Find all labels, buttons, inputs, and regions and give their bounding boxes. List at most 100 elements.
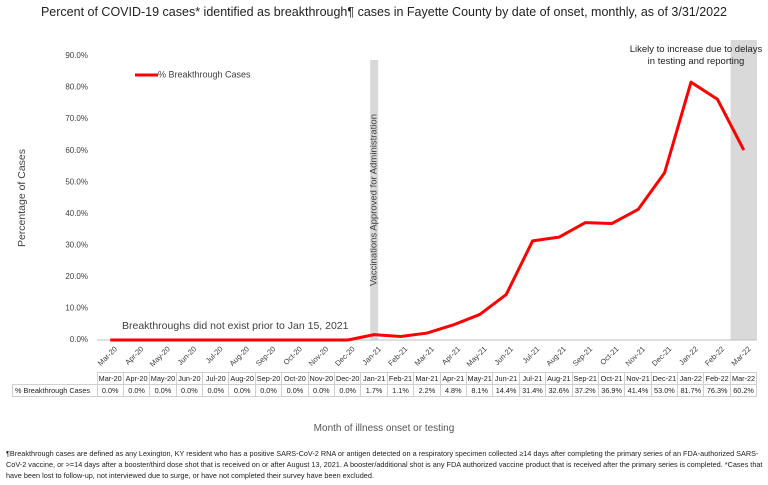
table-category: Jun-20: [175, 372, 204, 385]
table-value: 60.2%: [729, 384, 758, 397]
table-value: 0.0%: [122, 384, 151, 397]
table-category: Jul-20: [202, 372, 230, 385]
table-category: Jan-21: [360, 372, 388, 385]
table-value: 8.1%: [465, 384, 494, 397]
x-tick-label: Aug-20: [228, 344, 251, 367]
table-value: 0.0%: [202, 384, 230, 397]
x-tick-label: Jun-21: [492, 344, 515, 367]
table-category: Nov-21: [624, 372, 652, 385]
table-value: 14.4%: [492, 384, 520, 397]
x-tick-label: Oct-21: [598, 344, 620, 366]
table-value: 0.0%: [281, 384, 309, 397]
x-tick-label: Jan-21: [360, 344, 383, 367]
incomplete-band: [730, 40, 757, 340]
x-axis-label: Month of illness onset or testing: [313, 423, 455, 434]
annotation: Vaccinations Approved for Administration: [369, 114, 380, 286]
table-value: 53.0%: [650, 384, 679, 397]
table-category: Oct-20: [281, 372, 309, 385]
x-tick-label: May-21: [465, 344, 489, 368]
y-tick-label: 90.0%: [65, 51, 88, 60]
x-tick-label: Oct-20: [282, 344, 304, 366]
x-tick-label: May-20: [148, 344, 172, 368]
table-category: Feb-21: [386, 372, 415, 385]
table-category: Aug-21: [545, 372, 573, 385]
table-value: 0.0%: [307, 384, 336, 397]
x-tick-label: Feb-21: [386, 344, 409, 367]
table-value: 0.0%: [96, 384, 124, 397]
table-category: Jan-22: [677, 372, 705, 385]
data-table: Mar-20 Apr-20 May-20 Jun-20 Jul-20 Aug-20 Sep-…: [12, 372, 758, 397]
table-value: 0.0%: [149, 384, 177, 397]
x-tick-label: Mar-21: [413, 344, 436, 367]
table-category: May-20: [149, 372, 177, 385]
table-category: Jun-21: [492, 372, 520, 385]
table-category: Mar-22: [729, 372, 758, 385]
y-tick-label: 40.0%: [65, 209, 88, 218]
y-tick-label: 70.0%: [65, 114, 88, 123]
y-tick-label: 10.0%: [65, 304, 88, 313]
table-value: 1.1%: [386, 384, 415, 397]
table-category: Sep-21: [571, 372, 599, 385]
x-tick-label: Sep-21: [571, 344, 594, 367]
table-corner: [13, 373, 98, 385]
table-value: 0.0%: [254, 384, 283, 397]
x-tick-label: Sep-20: [254, 344, 277, 367]
table-category: Dec-20: [334, 372, 362, 385]
x-tick-label: Apr-21: [440, 344, 462, 366]
table-category: Jul-21: [518, 372, 547, 385]
table-value: 41.4%: [624, 384, 652, 397]
table-value-row: % Breakthrough Cases 0.0% 0.0% 0.0% 0.0% 0.0%…: [12, 384, 758, 397]
table-row-label: % Breakthrough Cases: [12, 384, 98, 397]
table-category: Oct-21: [597, 372, 626, 385]
x-tick-label: Jul-20: [204, 344, 225, 365]
legend-label: % Breakthrough Cases: [158, 69, 251, 79]
data-line: [110, 80, 746, 342]
table-value: 0.0%: [334, 384, 362, 397]
y-tick-label: 50.0%: [65, 177, 88, 186]
table-header-row: Mar-20 Apr-20 May-20 Jun-20 Jul-20 Aug-20 Sep-…: [13, 372, 758, 385]
x-tick-label: Jun-20: [176, 344, 199, 367]
x-tick-label: Mar-20: [96, 344, 119, 367]
table-value: 0.0%: [228, 384, 256, 397]
table-category: Sep-20: [254, 372, 283, 385]
x-tick-label: Aug-21: [544, 344, 567, 367]
table-value: 76.3%: [703, 384, 731, 397]
y-tick-label: 80.0%: [65, 83, 88, 92]
table-category: Nov-20: [307, 372, 336, 385]
annotation: Likely to increase due to delays in test…: [629, 44, 763, 67]
x-tick-label: Jul-21: [521, 344, 542, 365]
y-tick-label: 60.0%: [65, 146, 88, 155]
table-category: Mar-21: [413, 372, 441, 385]
table-value: 36.9%: [597, 384, 626, 397]
table-category: May-21: [465, 372, 494, 385]
footnote: ¶Breakthrough cases are defined as any L…: [6, 449, 763, 480]
table-category: Feb-22: [703, 372, 731, 385]
table-value: 2.2%: [413, 384, 441, 397]
x-tick-label: Nov-21: [624, 344, 647, 367]
table-value: 1.7%: [360, 384, 388, 397]
table-value: 37.2%: [571, 384, 599, 397]
table-value: 31.4%: [518, 384, 547, 397]
table-category: Aug-20: [228, 372, 256, 385]
table-category: Dec-21: [650, 372, 679, 385]
y-tick-label: 30.0%: [65, 240, 88, 249]
table-category: Apr-20: [122, 372, 151, 385]
x-tick-label: Jan-22: [677, 344, 700, 367]
table-value: 0.0%: [175, 384, 204, 397]
chart-title: Percent of COVID-19 cases* identified as…: [40, 5, 728, 19]
x-tick-label: Dec-21: [650, 344, 673, 367]
x-tick-label: Feb-22: [703, 344, 726, 367]
annotation: Breakthroughs did not exist prior to Jan…: [122, 320, 349, 332]
x-tick-label: Dec-20: [333, 344, 356, 367]
y-tick-label: 20.0%: [65, 272, 88, 281]
y-tick-label: 0.0%: [70, 335, 88, 344]
table-category: Mar-20: [96, 372, 124, 385]
table-category: Apr-21: [439, 372, 467, 385]
vaccination-band: [370, 60, 379, 340]
x-tick-label: Apr-20: [123, 344, 145, 366]
table-value: 81.7%: [677, 384, 705, 397]
table-value: 32.6%: [545, 384, 573, 397]
x-tick-label: Mar-22: [729, 344, 752, 367]
